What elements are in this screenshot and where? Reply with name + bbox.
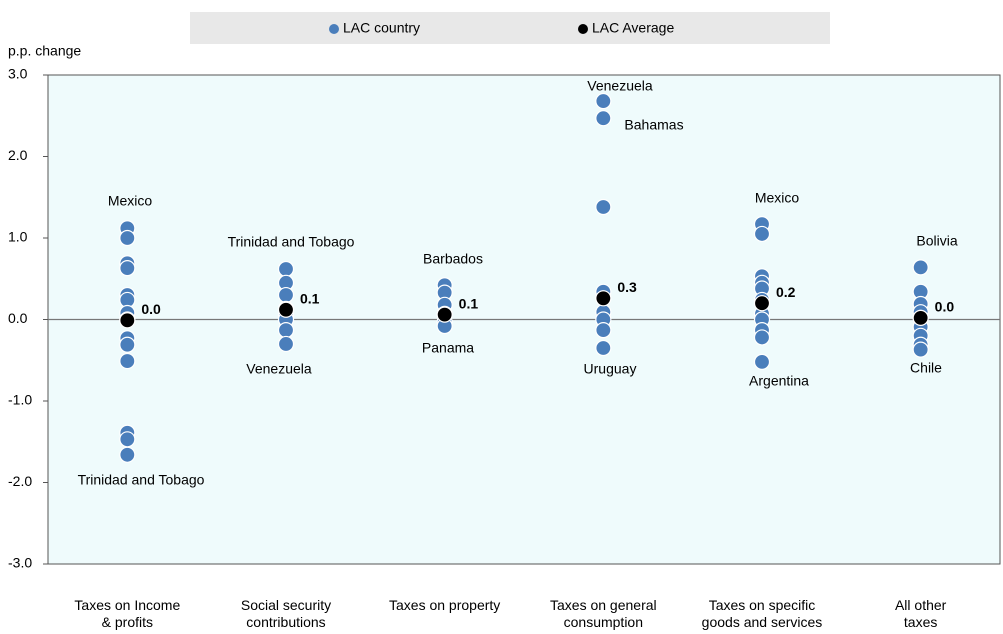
country-dot bbox=[119, 336, 136, 353]
country-dot bbox=[277, 335, 295, 353]
legend-marker bbox=[578, 24, 588, 34]
average-label: 0.0 bbox=[141, 301, 161, 317]
country-dot bbox=[595, 198, 612, 216]
country-dot bbox=[595, 321, 612, 339]
legend-label: LAC Average bbox=[592, 20, 674, 36]
annotation: Mexico bbox=[108, 193, 153, 209]
average-dot bbox=[436, 306, 453, 323]
country-dot bbox=[119, 260, 136, 277]
y-tick-label: -1.0 bbox=[8, 392, 32, 408]
legend-label: LAC country bbox=[343, 20, 420, 36]
country-dot bbox=[595, 92, 612, 110]
average-label: 0.0 bbox=[935, 299, 955, 315]
y-tick-label: 3.0 bbox=[8, 66, 28, 82]
annotation: Mexico bbox=[755, 190, 800, 206]
x-tick-label: Taxes on property bbox=[389, 597, 501, 613]
country-dot bbox=[277, 321, 295, 339]
annotation: Trinidad and Tobago bbox=[228, 234, 355, 250]
legend-box bbox=[190, 12, 830, 44]
annotation: Barbados bbox=[423, 251, 483, 267]
x-tick-label: Taxes on specific goods and services bbox=[701, 597, 823, 630]
country-dot bbox=[753, 225, 771, 243]
country-dot bbox=[912, 259, 929, 276]
country-dot bbox=[119, 431, 136, 448]
country-dot bbox=[595, 339, 612, 357]
x-tick-label: Taxes on general consumption bbox=[550, 597, 657, 630]
annotation: Argentina bbox=[749, 373, 809, 389]
y-tick-label: -2.0 bbox=[8, 473, 32, 489]
country-dot bbox=[753, 329, 771, 346]
average-dot bbox=[912, 309, 929, 326]
country-dot bbox=[119, 446, 136, 463]
average-dot bbox=[277, 301, 295, 318]
average-label: 0.1 bbox=[300, 290, 320, 306]
country-dot bbox=[277, 260, 295, 278]
y-tick-label: -3.0 bbox=[8, 555, 32, 571]
y-axis-label: p.p. change bbox=[8, 43, 81, 59]
country-dot bbox=[753, 353, 771, 370]
average-label: 0.3 bbox=[617, 279, 637, 295]
annotation: Trinidad and Tobago bbox=[78, 472, 205, 488]
x-tick-label: Taxes on Income & profits bbox=[74, 597, 181, 630]
country-dot bbox=[119, 229, 136, 247]
annotation: Chile bbox=[910, 360, 942, 376]
x-tick-label: Social security contributions bbox=[240, 597, 332, 630]
x-tick-label: All other taxes bbox=[894, 597, 947, 630]
annotation: Venezuela bbox=[246, 361, 312, 377]
annotation: Uruguay bbox=[584, 361, 637, 377]
average-dot bbox=[753, 295, 771, 312]
annotation: Panama bbox=[422, 340, 474, 356]
average-label: 0.2 bbox=[776, 284, 796, 300]
annotation: Bolivia bbox=[916, 233, 957, 249]
y-tick-label: 2.0 bbox=[8, 147, 28, 163]
average-dot bbox=[119, 312, 136, 329]
y-tick-label: 1.0 bbox=[8, 229, 28, 245]
annotation: Venezuela bbox=[587, 78, 653, 94]
average-dot bbox=[595, 290, 612, 307]
average-label: 0.1 bbox=[459, 295, 479, 311]
annotation: Bahamas bbox=[624, 117, 683, 133]
country-dot bbox=[912, 341, 929, 358]
country-dot bbox=[277, 286, 295, 304]
country-dot bbox=[119, 352, 136, 370]
legend-marker bbox=[329, 24, 339, 34]
country-dot bbox=[595, 110, 612, 127]
y-tick-label: 0.0 bbox=[8, 310, 28, 326]
